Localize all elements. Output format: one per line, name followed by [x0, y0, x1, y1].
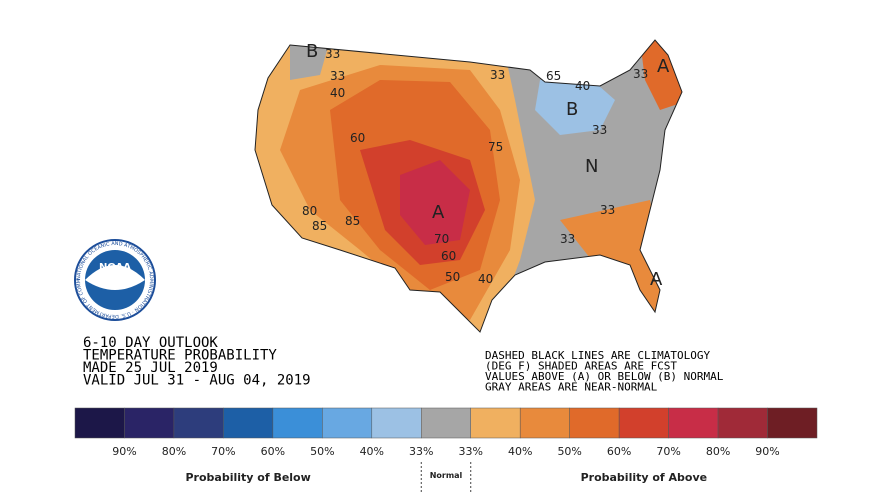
legend-tick-label: 50% [557, 445, 581, 458]
legend-swatch [74, 407, 125, 439]
map-label: 85 [312, 219, 327, 233]
legend-normal-label: Normal [430, 471, 463, 480]
map-shading [255, 40, 682, 332]
legend-tick-label: 40% [508, 445, 532, 458]
map-label: 40 [478, 272, 493, 286]
map-label: 33 [330, 69, 345, 83]
map-label: 85 [345, 214, 360, 228]
map-label: B [306, 41, 318, 62]
legend-swatch [223, 407, 274, 439]
legend-tick-label: 40% [360, 445, 384, 458]
map-label: 60 [350, 131, 365, 145]
legend-swatch [421, 407, 471, 439]
legend-tick-label: 80% [706, 445, 730, 458]
map-label: A [650, 269, 663, 290]
legend-tick-label: 70% [656, 445, 680, 458]
title-line: VALID JUL 31 - AUG 04, 2019 [83, 373, 311, 389]
map-label: 80 [302, 204, 317, 218]
legend-swatch [371, 407, 422, 439]
note-line: (DEG F) SHADED AREAS ARE FCST [485, 360, 677, 373]
map-label: 33 [600, 203, 615, 217]
note-line: GRAY AREAS ARE NEAR-NORMAL [485, 381, 658, 394]
legend: 90% 80% 70% 60% 50% 40% 33% 33% 40% 50% 60% 70% 80% 9… [74, 407, 818, 492]
legend-swatch [717, 407, 768, 439]
legend-swatch [668, 407, 719, 439]
map-label: 70 [434, 232, 449, 246]
map-label: A [657, 56, 670, 77]
legend-tick-label: 60% [607, 445, 631, 458]
legend-tick-label: 80% [162, 445, 186, 458]
us-outline [254, 39, 683, 333]
legend-below-label: Probability of Below [185, 471, 310, 484]
map-label: A [432, 202, 445, 223]
legend-tick-label: 33% [459, 445, 483, 458]
title-line: 6-10 DAY OUTLOOK [83, 335, 218, 351]
legend-swatch [618, 407, 669, 439]
legend-tick-label: 33% [409, 445, 433, 458]
note-line: VALUES ABOVE (A) OR BELOW (B) NORMAL [485, 370, 724, 383]
map-label: 33 [592, 123, 607, 137]
map-label: 40 [330, 86, 345, 100]
legend-swatch [470, 407, 521, 439]
noaa-logo: NATIONAL OCEANIC AND ATMOSPHERIC ADMINIS… [0, 0, 156, 321]
legend-swatch [322, 407, 373, 439]
legend-tick-label: 50% [310, 445, 334, 458]
legend-tick-label: 70% [211, 445, 235, 458]
legend-swatch [767, 407, 818, 439]
map-label: 50 [445, 270, 460, 284]
legend-swatch [519, 407, 570, 439]
logo-text: NOAA [99, 262, 131, 273]
legend-above-label: Probability of Above [581, 471, 708, 484]
map-label: 33 [325, 47, 340, 61]
title-line: TEMPERATURE PROBABILITY [83, 348, 277, 364]
map-label: N [585, 156, 598, 177]
map-label: 75 [488, 140, 503, 154]
legend-tick-label: 90% [112, 445, 136, 458]
map-label: 65 [546, 69, 561, 83]
map-label: 33 [490, 68, 505, 82]
legend-swatch [569, 407, 620, 439]
legend-tick-label: 90% [755, 445, 779, 458]
title-line: MADE 25 JUL 2019 [83, 360, 218, 376]
legend-swatch [124, 407, 175, 439]
map-label: 33 [633, 67, 648, 81]
note-line: DASHED BLACK LINES ARE CLIMATOLOGY [485, 349, 711, 362]
legend-swatch [173, 407, 224, 439]
map-label: B [566, 99, 578, 120]
notes: DASHED BLACK LINES ARE CLIMATOLOGY(DEG F… [485, 349, 724, 394]
legend-tick-label: 60% [261, 445, 285, 458]
map-label: 40 [575, 79, 590, 93]
map-label: 33 [560, 232, 575, 246]
map-label: 60 [441, 249, 456, 263]
legend-swatch [272, 407, 323, 439]
